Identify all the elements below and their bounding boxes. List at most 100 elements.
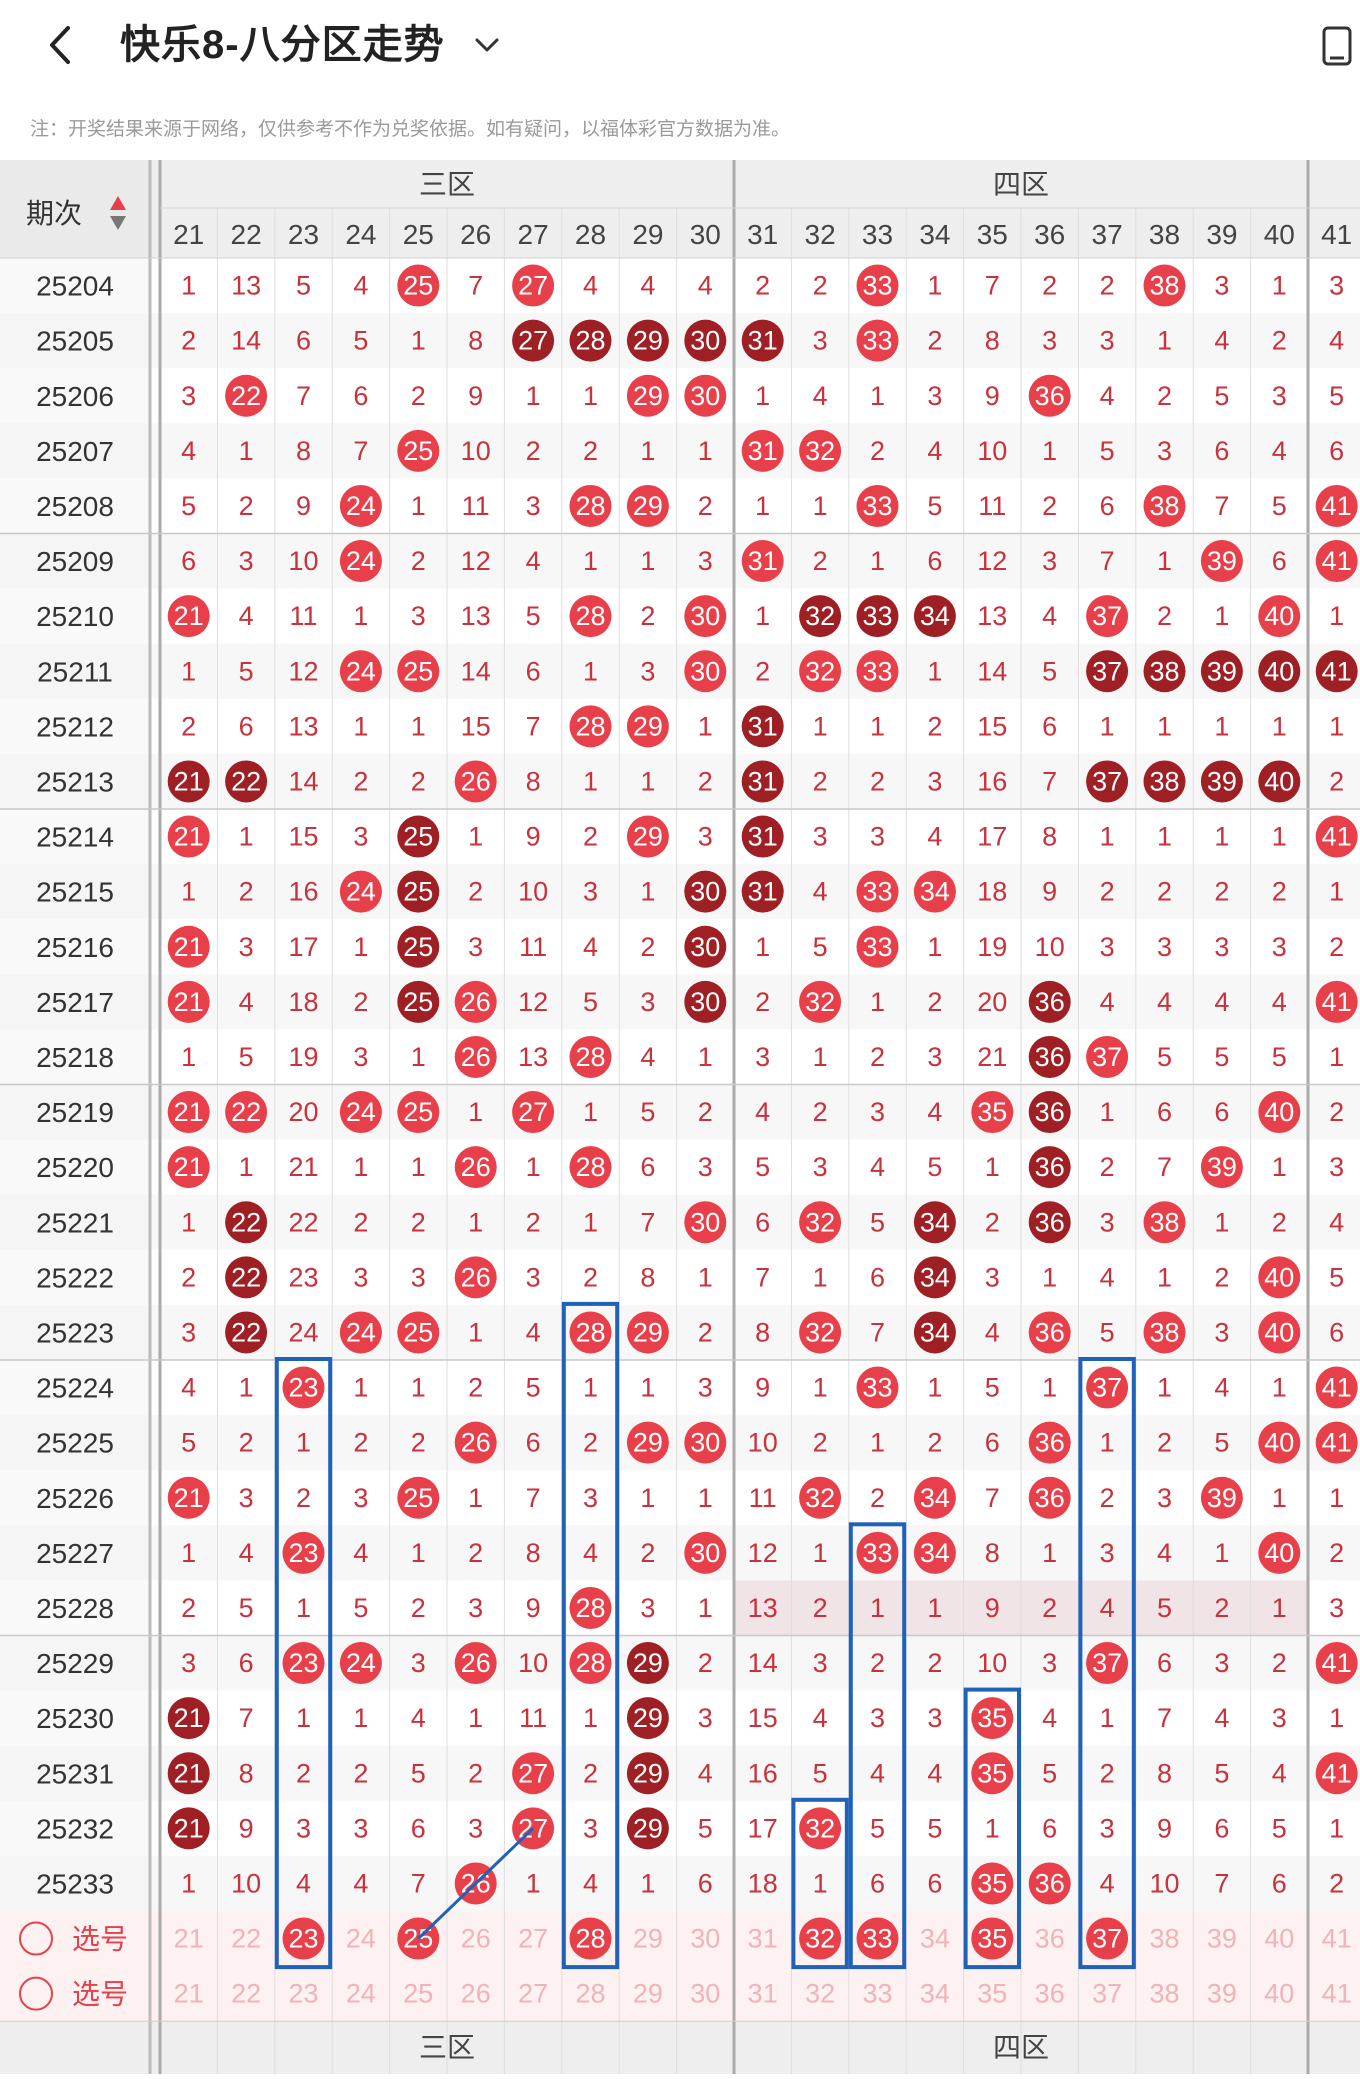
select-number[interactable]: 25	[403, 1979, 433, 2009]
select-number[interactable]: 41	[1322, 1979, 1352, 2009]
select-number[interactable]: 40	[1264, 1924, 1294, 1954]
select-number[interactable]: 26	[461, 1979, 491, 2009]
ball-number: 37	[1092, 1042, 1122, 1072]
page-title: 快乐8-八分区走势	[120, 23, 445, 67]
select-number[interactable]: 37	[1092, 1979, 1122, 2009]
miss-count: 2	[927, 987, 942, 1017]
select-radio[interactable]	[19, 1976, 53, 2011]
select-number[interactable]: 22	[231, 1924, 261, 1954]
select-number[interactable]: 29	[633, 1979, 663, 2009]
ball-number: 38	[1149, 271, 1179, 301]
hit-ball[interactable]	[856, 1917, 899, 1960]
select-number[interactable]: 34	[920, 1924, 950, 1954]
period-number: 25215	[36, 877, 114, 908]
ball-number: 31	[748, 877, 778, 907]
select-number[interactable]: 39	[1207, 1979, 1237, 2009]
select-number[interactable]: 33	[862, 1979, 892, 2009]
miss-count: 3	[927, 766, 942, 796]
hit-ball[interactable]	[1086, 1917, 1129, 1960]
select-number[interactable]: 41	[1322, 1924, 1352, 1954]
select-number[interactable]: 30	[690, 1979, 720, 2009]
miss-count: 7	[1157, 1703, 1172, 1733]
miss-count: 5	[1272, 491, 1287, 521]
select-number[interactable]: 38	[1149, 1924, 1179, 1954]
select-number[interactable]: 24	[346, 1979, 376, 2009]
ball-number: 21	[174, 1097, 204, 1127]
select-number[interactable]: 29	[633, 1924, 663, 1954]
miss-count: 1	[353, 1373, 368, 1403]
hit-ball[interactable]	[569, 1917, 612, 1960]
ball-number: 24	[346, 1648, 376, 1678]
ball-number: 25	[403, 1317, 433, 1347]
hit-ball	[684, 1201, 727, 1244]
miss-count: 1	[468, 822, 483, 852]
hit-ball	[1258, 1256, 1301, 1299]
select-radio[interactable]	[19, 1921, 53, 1956]
hit-ball	[799, 595, 842, 638]
hit-ball[interactable]	[799, 1917, 842, 1960]
column-header-21: 21	[173, 219, 204, 250]
miss-count: 21	[977, 1042, 1007, 1072]
hit-ball[interactable]	[282, 1917, 325, 1960]
miss-count: 8	[985, 1538, 1000, 1568]
select-number[interactable]: 30	[690, 1924, 720, 1954]
miss-count: 3	[181, 1648, 196, 1678]
miss-count: 2	[927, 711, 942, 741]
select-number[interactable]: 27	[518, 1924, 548, 1954]
period-header[interactable]: 期次	[26, 198, 82, 229]
period-number: 25227	[36, 1538, 114, 1569]
select-number[interactable]: 36	[1035, 1979, 1065, 2009]
ball-number: 30	[690, 1207, 720, 1237]
select-number[interactable]: 31	[748, 1979, 778, 2009]
miss-count: 7	[1100, 546, 1115, 576]
select-number[interactable]: 23	[288, 1979, 318, 2009]
table-row	[0, 423, 1360, 479]
ball-number: 35	[977, 1097, 1007, 1127]
select-label[interactable]: 选号	[72, 1924, 128, 1955]
rotate-screen-button[interactable]	[1318, 22, 1358, 68]
select-number[interactable]: 32	[805, 1979, 835, 2009]
ball-number: 36	[1035, 1042, 1065, 1072]
select-number[interactable]: 26	[461, 1924, 491, 1954]
miss-count: 1	[1214, 1207, 1229, 1237]
title-dropdown-button[interactable]	[470, 30, 504, 60]
miss-count: 19	[977, 932, 1007, 962]
ball-number: 40	[1264, 601, 1294, 631]
miss-count: 4	[526, 546, 541, 576]
select-number[interactable]: 22	[231, 1979, 261, 2009]
period-number: 25205	[36, 326, 114, 357]
select-number[interactable]: 21	[174, 1979, 204, 2009]
select-number[interactable]: 27	[518, 1979, 548, 2009]
miss-count: 4	[583, 1538, 598, 1568]
select-number[interactable]: 24	[346, 1924, 376, 1954]
miss-count: 3	[1100, 1538, 1115, 1568]
hit-ball[interactable]	[971, 1917, 1014, 1960]
miss-count: 10	[288, 546, 318, 576]
miss-count: 1	[583, 381, 598, 411]
miss-count: 4	[1100, 381, 1115, 411]
select-number[interactable]: 39	[1207, 1924, 1237, 1954]
select-number[interactable]: 28	[575, 1979, 605, 2009]
miss-count: 5	[1329, 1262, 1344, 1292]
miss-count: 2	[698, 1317, 713, 1347]
select-number[interactable]: 31	[748, 1924, 778, 1954]
miss-count: 2	[411, 1428, 426, 1458]
miss-count: 7	[353, 436, 368, 466]
select-number[interactable]: 35	[977, 1979, 1007, 2009]
select-number[interactable]: 40	[1264, 1979, 1294, 2009]
ball-number: 21	[174, 822, 204, 852]
select-number[interactable]: 36	[1035, 1924, 1065, 1954]
sort-icon[interactable]	[110, 196, 126, 230]
ball-number: 37	[1092, 1373, 1122, 1403]
select-number[interactable]: 38	[1149, 1979, 1179, 2009]
select-number[interactable]: 21	[174, 1924, 204, 1954]
column-header-34: 34	[919, 219, 950, 250]
trend-box	[791, 1797, 849, 1970]
miss-count: 4	[239, 1538, 254, 1568]
select-number[interactable]: 34	[920, 1979, 950, 2009]
select-label[interactable]: 选号	[72, 1979, 128, 2010]
hit-ball	[626, 1311, 669, 1354]
back-button[interactable]	[40, 22, 80, 68]
miss-count: 11	[978, 491, 1006, 521]
miss-count: 5	[526, 601, 541, 631]
